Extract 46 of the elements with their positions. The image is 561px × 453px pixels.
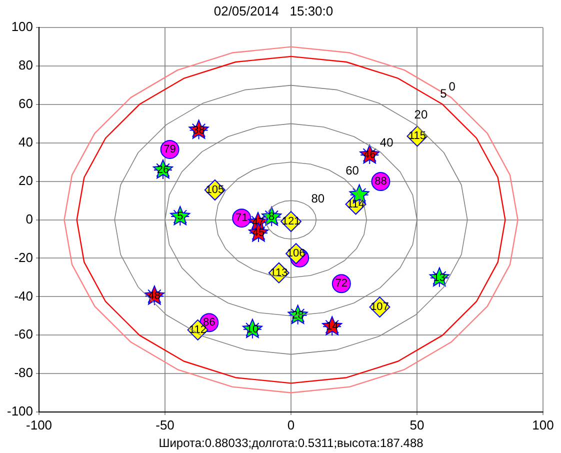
annotation: 121: [282, 216, 300, 228]
annotation: 106: [286, 248, 306, 260]
y-tick-label: 0: [26, 211, 34, 226]
annotation: 48: [148, 290, 161, 302]
annotation: 45: [252, 227, 265, 240]
x-tick-label: 0: [287, 417, 295, 432]
annotation: 80: [311, 192, 325, 206]
annotation: 79: [164, 143, 176, 156]
annotation: 38: [192, 124, 205, 136]
annotation: 71: [235, 212, 248, 224]
y-tick-label: 80: [18, 58, 34, 73]
annotation: 20: [414, 107, 428, 122]
y-tick-label: -40: [14, 288, 34, 304]
y-tick-label: -20: [14, 250, 34, 265]
y-tick-label: 20: [18, 172, 34, 188]
annotation: 14: [326, 320, 338, 333]
annotation: 13: [433, 272, 446, 284]
y-tick-label: 40: [18, 134, 34, 150]
x-tick-label: 50: [410, 417, 424, 432]
x-tick-label: 100: [532, 417, 554, 432]
annotation: 105: [206, 184, 224, 196]
annotation: 26: [156, 164, 170, 176]
annotation: 5: [440, 86, 448, 100]
annotation: 40: [380, 136, 394, 150]
x-axis-title: Широта:0.88033;долгота:0.5311;высота:187.488: [158, 436, 424, 450]
y-tick-label: 60: [18, 96, 34, 112]
annotation: 10: [246, 323, 259, 336]
annotation: 8: [268, 211, 275, 224]
annotation: 115: [408, 130, 426, 142]
annotation: 0: [448, 79, 456, 94]
y-tick-label: 100: [11, 19, 34, 34]
annotation: 114: [347, 198, 365, 210]
annotation: 72: [335, 278, 348, 290]
annotation: 28: [292, 309, 304, 322]
y-tick-label: -80: [14, 365, 34, 380]
annotation: 5: [177, 210, 184, 223]
x-tick-label: -50: [156, 417, 174, 432]
chart-title: 02/05/2014 15:30:0: [214, 3, 334, 18]
y-tick-label: -60: [14, 326, 34, 342]
annotation: 113: [270, 266, 288, 279]
annotation: 88: [374, 176, 387, 188]
annotation: 47: [252, 216, 264, 229]
annotation: 60: [346, 164, 360, 178]
y-tick-label: -100: [6, 404, 34, 419]
annotation: 107: [370, 301, 389, 314]
annotation: 46: [364, 149, 376, 162]
